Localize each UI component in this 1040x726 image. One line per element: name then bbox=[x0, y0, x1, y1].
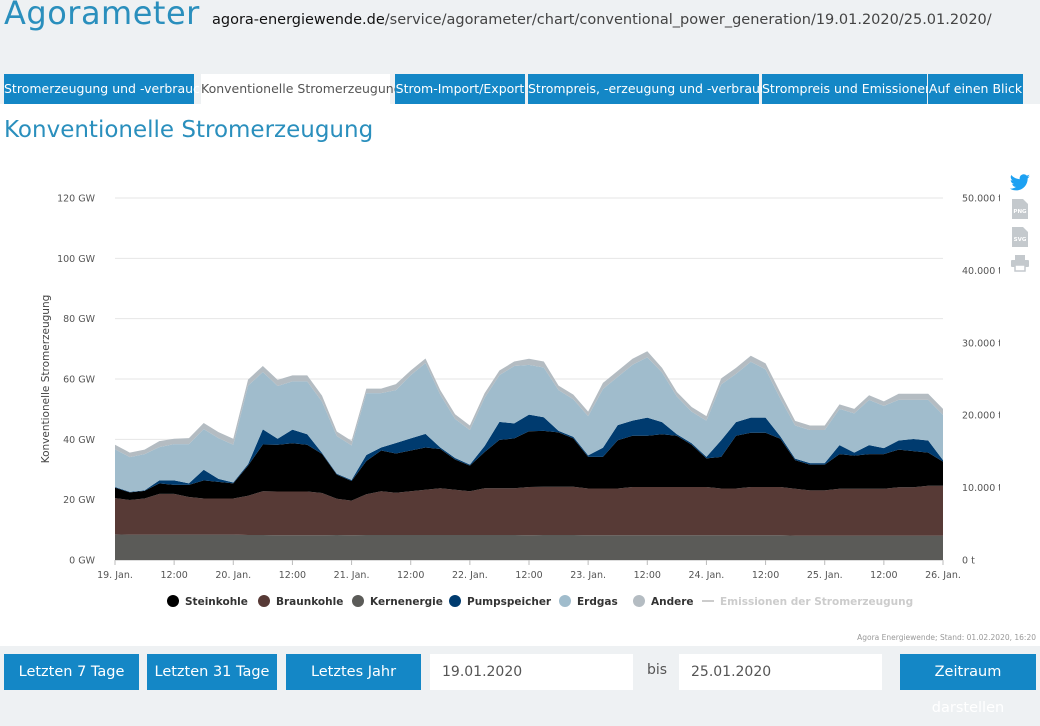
x-tick-label: 12:00 bbox=[515, 570, 542, 581]
x-tick-label: 20. Jan. bbox=[215, 570, 251, 581]
x-tick-label: 12:00 bbox=[634, 570, 661, 581]
y-tick-label: 100 GW bbox=[57, 254, 96, 265]
y2-tick-label: 50.000 t bbox=[962, 194, 1000, 205]
page-title: Konventionelle Stromerzeugung bbox=[4, 117, 374, 143]
y-tick-label: 40 GW bbox=[63, 435, 95, 446]
legend-label-andere: Andere bbox=[651, 596, 694, 608]
x-tick-label: 24. Jan. bbox=[689, 570, 725, 581]
y2-tick-label: 10.000 t bbox=[962, 483, 1000, 494]
x-tick-label: 19. Jan. bbox=[97, 570, 133, 581]
export-toolbar: PNG SVG bbox=[1008, 174, 1032, 278]
series-area-braunkohle bbox=[115, 485, 943, 536]
tab-strompreis-emissionen[interactable]: Strompreis und Emissionen bbox=[762, 74, 933, 104]
svg-label: SVG bbox=[1014, 237, 1027, 243]
legend-marker-pumpspeicher bbox=[449, 595, 461, 607]
legend-label-braunkohle: Braunkohle bbox=[276, 596, 343, 608]
legend-marker-steinkohle bbox=[167, 595, 179, 607]
bis-label: bis bbox=[647, 662, 668, 678]
tab-auf-einen-blick[interactable]: Auf einen Blick bbox=[928, 74, 1023, 104]
url-domain: agora-energiewende.de bbox=[212, 12, 385, 28]
legend-label-kernenergie: Kernenergie bbox=[370, 596, 443, 608]
series-area-pumpspeicher bbox=[115, 414, 943, 493]
y-tick-label: 120 GW bbox=[57, 194, 96, 205]
chart-credit: Agora Energiewende; Stand: 01.02.2020, 1… bbox=[857, 633, 1036, 642]
x-tick-label: 12:00 bbox=[752, 570, 779, 581]
png-label: PNG bbox=[1013, 209, 1027, 215]
legend-marker-braunkohle bbox=[258, 595, 270, 607]
series-area-kernenergie bbox=[115, 534, 943, 560]
x-tick-label: 12:00 bbox=[397, 570, 424, 581]
content-panel: Konventionelle Stromerzeugung 0 GW 20 GW 4… bbox=[0, 104, 1040, 646]
x-tick-label: 12:00 bbox=[870, 570, 897, 581]
tab-stromerzeugung-verbrauch[interactable]: Stromerzeugung und -verbrauch bbox=[4, 74, 208, 104]
y-tick-label: 60 GW bbox=[63, 375, 95, 386]
x-tick-label: 23. Jan. bbox=[570, 570, 606, 581]
twitter-icon[interactable] bbox=[1009, 174, 1031, 192]
y2-tick-label: 0 t bbox=[962, 556, 975, 567]
url-path: /service/agorameter/chart/conventional_p… bbox=[384, 12, 992, 28]
legend-label-erdgas: Erdgas bbox=[577, 596, 618, 608]
y-tick-label: 0 GW bbox=[69, 556, 95, 567]
last-year-button[interactable]: Letztes Jahr bbox=[286, 654, 421, 690]
tab-strom-import-export[interactable]: Strom-Import/Export bbox=[395, 74, 525, 104]
to-date-input[interactable] bbox=[679, 654, 882, 690]
date-controls: Letzten 7 Tage Letzten 31 Tage Letztes J… bbox=[0, 646, 1040, 716]
legend-marker-kernenergie bbox=[352, 595, 364, 607]
last-31-days-button[interactable]: Letzten 31 Tage bbox=[147, 654, 277, 690]
x-tick-label: 12:00 bbox=[279, 570, 306, 581]
page-url: agora-energiewende.de/service/agorameter… bbox=[212, 12, 992, 28]
x-tick-label: 26. Jan. bbox=[925, 570, 961, 581]
legend-label-emissionen: Emissionen der Stromerzeugung bbox=[720, 596, 913, 608]
last-7-days-button[interactable]: Letzten 7 Tage bbox=[4, 654, 139, 690]
x-tick-label: 25. Jan. bbox=[807, 570, 843, 581]
y2-tick-label: 30.000 t bbox=[962, 338, 1000, 349]
legend-label-pumpspeicher: Pumpspeicher bbox=[467, 596, 552, 608]
tab-konventionelle-stromerzeugung[interactable]: Konventionelle Stromerzeugung bbox=[201, 74, 402, 104]
y-axis-title: Konventionelle Stromerzeugung bbox=[40, 295, 52, 464]
show-range-button[interactable]: Zeitraum darstellen bbox=[900, 654, 1036, 716]
x-tick-label: 21. Jan. bbox=[334, 570, 370, 581]
y-tick-label: 80 GW bbox=[63, 314, 95, 325]
y2-tick-label: 40.000 t bbox=[962, 266, 1000, 277]
from-date-input[interactable] bbox=[430, 654, 633, 690]
app-title: Agorameter bbox=[4, 0, 200, 32]
y2-tick-label: 20.000 t bbox=[962, 411, 1000, 422]
legend-label-steinkohle: Steinkohle bbox=[185, 596, 248, 608]
png-download-icon[interactable]: PNG bbox=[1011, 198, 1029, 220]
legend-marker-andere bbox=[633, 595, 645, 607]
print-icon[interactable] bbox=[1010, 254, 1030, 272]
x-tick-label: 12:00 bbox=[160, 570, 187, 581]
legend-marker-erdgas bbox=[559, 595, 571, 607]
y-tick-label: 20 GW bbox=[63, 495, 95, 506]
series-area-erdgas bbox=[115, 357, 943, 492]
conventional-generation-chart: 0 GW 20 GW 40 GW 60 GW 80 GW 100 GW 120 GW 0 t 1… bbox=[40, 194, 1000, 609]
tab-strompreis-erzeugung-verbrauch[interactable]: Strompreis, -erzeugung und -verbrauch bbox=[528, 74, 775, 104]
svg-download-icon[interactable]: SVG bbox=[1011, 226, 1029, 248]
x-tick-label: 22. Jan. bbox=[452, 570, 488, 581]
series-area-steinkohle bbox=[115, 430, 943, 501]
